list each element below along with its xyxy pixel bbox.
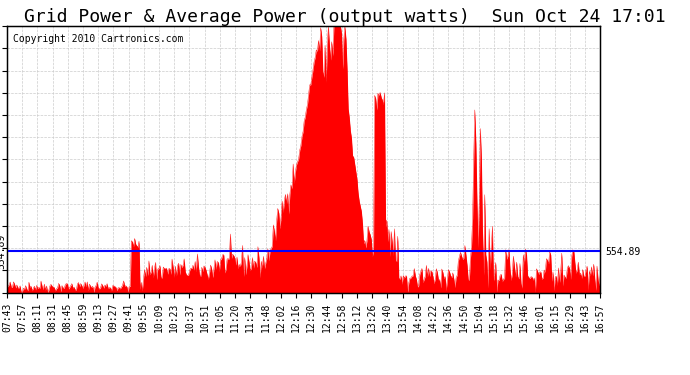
Text: 554.89: 554.89 xyxy=(0,234,6,269)
Text: Copyright 2010 Cartronics.com: Copyright 2010 Cartronics.com xyxy=(13,34,184,44)
Text: Grid Power & Average Power (output watts)  Sun Oct 24 17:01: Grid Power & Average Power (output watts… xyxy=(24,8,666,26)
